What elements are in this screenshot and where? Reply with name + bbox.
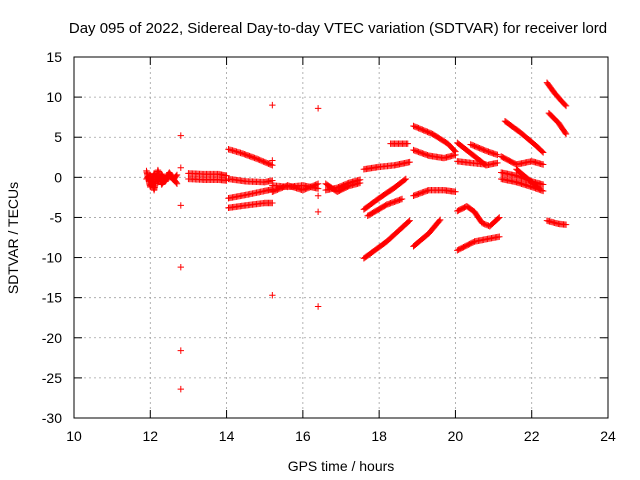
outlier-marker [269,101,276,109]
data-marker [173,180,181,187]
data-marker [356,179,364,187]
data-marker [398,195,406,203]
axis-ticks [73,56,609,419]
y-axis-label: SDTVAR / TECUs [5,182,21,294]
x-tick-label: 16 [295,428,311,444]
data-marker [406,217,413,224]
data-marker [173,179,180,186]
chart-title: Day 095 of 2022, Sidereal Day-to-day VTE… [69,20,607,37]
x-tick-label: 18 [371,428,387,444]
data-marker [406,158,413,166]
y-tick-label: -20 [42,330,62,346]
data-marker [482,161,490,168]
outlier-marker [177,132,184,139]
x-tick-label: 10 [66,428,82,444]
x-tick-label: 12 [142,428,158,444]
data-marker [539,149,547,156]
data-marker [494,151,501,159]
y-tick-label: 15 [46,49,62,65]
data-marker [539,187,547,195]
outlier-marker [269,157,276,164]
data-marker [436,217,443,225]
data-marker [539,161,547,168]
outlier-marker [314,105,322,112]
y-tick-label: -25 [42,370,62,386]
outlier-marker [314,303,322,310]
tick-labels: 10 12 14 16 18 20 22 24 15 10 5 0 -5 -10 -15 -20 -25 -30 [42,49,616,444]
data-marker [405,218,412,225]
outlier-marker [314,208,322,216]
data-marker [173,171,181,179]
data-marker [496,233,503,240]
data-marker [496,214,503,221]
data-marker [452,151,459,159]
grid-lines [74,57,608,418]
y-tick-label: -10 [42,250,62,266]
data-marker [313,181,321,188]
outlier-marker [314,192,322,199]
data-marker [436,216,444,224]
data-marker [401,176,409,183]
data-marker [314,180,322,187]
y-tick-label: 5 [54,129,62,145]
data-marker [267,161,275,168]
outlier-marker [177,263,184,271]
data-marker [561,101,569,109]
plot-frame [73,56,609,419]
x-tick-label: 20 [448,428,464,444]
outlier-marker [177,385,184,393]
data-marker [269,199,276,207]
data-marker [562,102,570,110]
data-marker [494,159,501,167]
outlier-marker [177,347,184,354]
data-marker [562,130,570,138]
data-marker [536,185,543,192]
data-marker [562,221,570,228]
data-markers [143,79,570,393]
x-axis-label: GPS time / hours [288,458,395,474]
data-marker [402,175,410,183]
y-tick-label: 10 [46,89,62,105]
outlier-marker [177,164,184,171]
outlier-marker [177,202,184,209]
x-tick-label: 24 [600,428,616,444]
y-tick-label: -15 [42,290,62,306]
data-marker [535,184,542,191]
y-tick-label: 0 [54,169,62,185]
outlier-marker [269,292,276,299]
x-tick-label: 22 [524,428,540,444]
data-marker [562,129,569,137]
data-marker [495,215,502,222]
data-marker [404,140,411,147]
y-tick-label: -30 [42,410,62,426]
x-tick-label: 14 [219,428,235,444]
data-marker [452,188,459,195]
data-marker [539,181,547,188]
y-tick-label: -5 [50,209,63,225]
data-marker [539,148,546,155]
